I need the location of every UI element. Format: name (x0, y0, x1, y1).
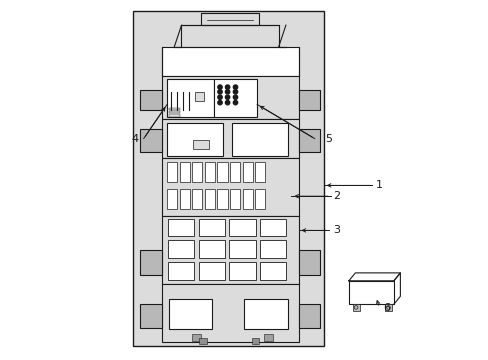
Bar (167, 79, 213, 117)
Bar (352, 304, 359, 311)
Bar (193, 140, 209, 149)
Bar (217, 189, 227, 209)
Bar (260, 262, 285, 280)
Text: 5: 5 (325, 134, 332, 144)
Bar (199, 240, 224, 258)
Bar (251, 338, 258, 344)
Bar (167, 162, 177, 182)
Circle shape (218, 95, 222, 99)
Bar (192, 189, 202, 209)
Bar (133, 11, 323, 346)
Text: 4: 4 (131, 134, 138, 144)
Bar (298, 250, 320, 275)
Bar (140, 250, 162, 275)
Text: 2: 2 (332, 191, 339, 201)
Bar (230, 189, 240, 209)
Bar (167, 189, 177, 209)
Circle shape (225, 85, 229, 89)
Bar (162, 284, 298, 342)
Bar (231, 123, 287, 156)
Bar (192, 162, 202, 182)
Bar (168, 114, 179, 117)
Bar (199, 262, 224, 280)
Bar (168, 111, 179, 113)
Bar (204, 162, 215, 182)
Bar (195, 92, 204, 101)
Bar (242, 189, 252, 209)
Bar (217, 162, 227, 182)
Bar (213, 79, 257, 117)
Circle shape (225, 100, 229, 105)
Bar (298, 304, 320, 328)
Bar (162, 76, 298, 119)
Bar (229, 262, 255, 280)
Bar (140, 304, 162, 328)
Bar (168, 108, 179, 110)
Bar (168, 240, 194, 258)
Bar (168, 219, 194, 236)
Bar (167, 123, 223, 156)
Circle shape (225, 90, 229, 94)
Text: 3: 3 (332, 225, 339, 235)
Bar (168, 262, 194, 280)
Bar (244, 299, 287, 329)
Bar (255, 189, 265, 209)
Bar (140, 90, 162, 110)
Bar (229, 240, 255, 258)
Bar (298, 129, 320, 152)
Bar (192, 334, 201, 341)
Bar (162, 47, 298, 76)
Bar (179, 162, 189, 182)
Bar (255, 162, 265, 182)
Bar (230, 162, 240, 182)
Bar (140, 129, 162, 152)
Bar (162, 216, 298, 284)
Circle shape (218, 90, 222, 94)
Bar (298, 90, 320, 110)
Bar (229, 219, 255, 236)
Bar (179, 189, 189, 209)
Bar (260, 219, 285, 236)
Circle shape (218, 85, 222, 89)
Bar (162, 119, 298, 158)
Circle shape (218, 100, 222, 105)
Text: 6: 6 (383, 303, 389, 313)
Bar (168, 299, 212, 329)
Bar (384, 304, 391, 311)
Bar (199, 338, 206, 344)
Bar (242, 162, 252, 182)
Bar (162, 158, 298, 216)
Circle shape (233, 100, 237, 105)
Text: 1: 1 (375, 180, 382, 190)
Bar (199, 219, 224, 236)
Circle shape (233, 85, 237, 89)
Circle shape (233, 95, 237, 99)
Circle shape (233, 90, 237, 94)
Bar (260, 240, 285, 258)
Bar (201, 13, 258, 25)
Bar (348, 281, 393, 304)
Bar (264, 334, 273, 341)
Circle shape (225, 95, 229, 99)
Bar (204, 189, 215, 209)
